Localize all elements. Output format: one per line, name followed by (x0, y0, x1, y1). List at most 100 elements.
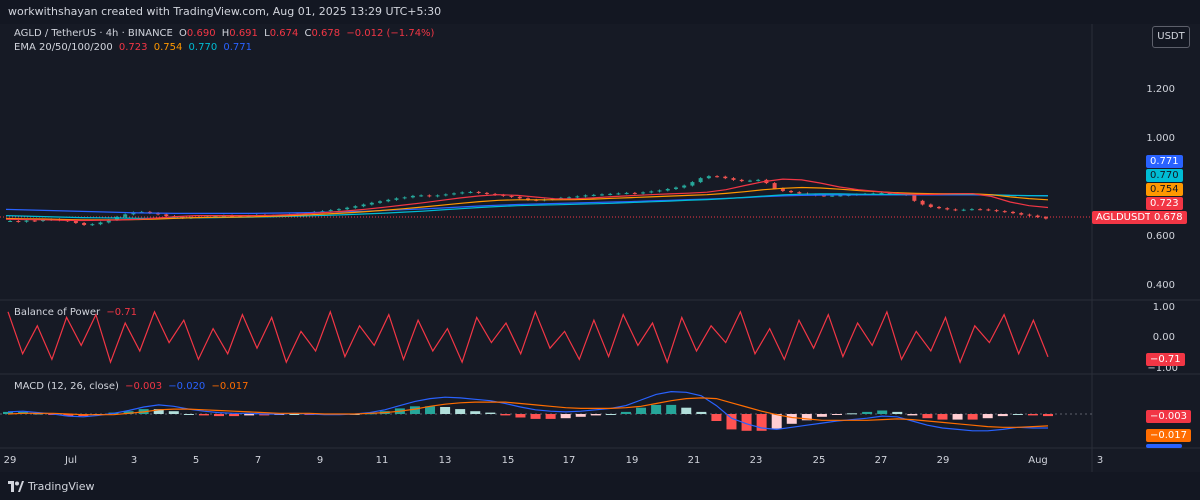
time-label: 5 (193, 455, 199, 466)
currency-button[interactable]: USDT (1152, 26, 1190, 48)
ohlc-open: 0.690 (186, 28, 216, 39)
ohlc-high-label: H (221, 28, 230, 39)
bop-label[interactable]: Balance of Power (14, 307, 101, 318)
price-tick: 0.600 (1146, 231, 1175, 242)
candle-body (443, 194, 448, 196)
time-label: 27 (875, 455, 888, 466)
candle-body (526, 198, 530, 200)
price-pane (5, 175, 1049, 226)
macd-histogram-bar (168, 411, 179, 414)
macd-histogram-bar (259, 414, 270, 416)
macd-histogram-bar (1027, 414, 1038, 416)
candle-body (402, 197, 407, 199)
candle-body (838, 195, 843, 197)
macd-histogram-bar (214, 414, 225, 417)
ema-label[interactable]: EMA 20/50/100/200 (14, 42, 113, 53)
bop-line (7, 309, 1049, 365)
candle-body (986, 209, 991, 211)
macd-histogram-bar (892, 411, 903, 414)
candle-body (608, 193, 613, 195)
candle-body (156, 213, 161, 215)
macd-histogram-bar (289, 414, 300, 415)
macd-histogram-bar (982, 414, 993, 419)
macd-histogram-bar (425, 406, 436, 414)
candle-body (1011, 211, 1016, 214)
ohlc-low-label: L (264, 28, 270, 39)
ema100-badge: 0.770 (1146, 169, 1183, 182)
macd-histogram-bar (1012, 414, 1023, 415)
candle-body (789, 190, 794, 193)
ohlc-high: 0.691 (229, 28, 258, 39)
candle-body (460, 192, 465, 194)
macd-histogram-bar (952, 414, 963, 420)
macd-histogram-bar (666, 404, 677, 414)
macd-histogram-bar (515, 414, 526, 418)
ema20-badge: 0.723 (1146, 197, 1183, 210)
time-label: 3 (131, 455, 137, 466)
candle-body (673, 187, 678, 189)
ema50-badge: 0.754 (1146, 183, 1183, 196)
candle-body (690, 182, 695, 186)
candle-body (591, 194, 596, 196)
candle-body (394, 198, 399, 200)
symbol-legend[interactable]: AGLD / TetherUS · 4h · BINANCE O0.690 H0… (14, 28, 437, 39)
symbol-name[interactable]: AGLD / TetherUS · 4h · BINANCE (14, 28, 173, 39)
candle-body (1027, 214, 1032, 216)
macd-histogram-bar (801, 414, 812, 421)
macd-histogram-bar (711, 414, 722, 421)
candle-body (369, 202, 374, 205)
macd-histogram-bar (455, 409, 466, 414)
candle-body (328, 210, 333, 212)
macd-line-badge (1146, 444, 1182, 448)
candle-body (24, 220, 29, 222)
candle-body (1043, 217, 1048, 219)
candle-body (780, 188, 785, 191)
macd-histogram-bar (907, 414, 918, 416)
time-label: 29 (4, 455, 17, 466)
ema50-value: 0.754 (153, 42, 183, 53)
candle-body (945, 208, 950, 210)
macd-histogram-bar (560, 414, 571, 419)
candle-body (353, 206, 358, 208)
candle-body (386, 199, 391, 202)
time-label: 29 (937, 455, 950, 466)
candle-body (583, 195, 588, 197)
ema-legend[interactable]: EMA 20/50/100/200 0.723 0.754 0.770 0.77… (14, 42, 255, 53)
candle-body (879, 192, 884, 194)
time-label: 23 (750, 455, 763, 466)
macd-histogram-bar (696, 411, 707, 414)
candle-body (40, 220, 45, 222)
price-tick: 1.000 (1146, 133, 1175, 144)
chart-canvas[interactable]: 1.200 1.000 0.600 0.400 1.00 0.00 −1.00 … (0, 0, 1200, 472)
ema200-badge: 0.771 (1146, 155, 1183, 168)
ohlc-close-label: C (304, 28, 312, 39)
candle-body (961, 209, 966, 211)
time-label: Aug (1028, 455, 1048, 466)
attribution-text: workwithshayan created with TradingView.… (8, 5, 442, 18)
tradingview-logo-icon (8, 480, 24, 492)
candle-body (90, 224, 95, 226)
macd-histogram-bar (771, 414, 782, 429)
candle-body (1035, 215, 1040, 218)
signal-badge: −0.017 (1146, 429, 1192, 442)
candle-body (632, 192, 637, 194)
candle-body (616, 193, 621, 195)
price-badge: 0.678 (1150, 211, 1187, 224)
macd-legend[interactable]: MACD (12, 26, close) −0.003 −0.020 −0.01… (14, 381, 252, 392)
tradingview-logo[interactable]: TradingView (8, 480, 94, 493)
bop-legend[interactable]: Balance of Power −0.71 (14, 307, 140, 318)
macd-histogram-bar (877, 410, 888, 414)
candle-body (797, 192, 802, 194)
chart-frame[interactable] (0, 24, 1200, 472)
ohlc-open-label: O (179, 28, 187, 39)
ema100-value: 0.770 (188, 42, 218, 53)
candle-body (665, 188, 670, 191)
candle-body (567, 197, 572, 199)
macd-histogram-bar (229, 414, 240, 417)
candle-body (336, 209, 341, 211)
macd-label[interactable]: MACD (12, 26, close) (14, 381, 119, 392)
time-label: 21 (688, 455, 701, 466)
candle-body (706, 176, 711, 179)
bop-badge: −0.71 (1146, 353, 1185, 366)
macd-histogram-bar (409, 406, 420, 414)
